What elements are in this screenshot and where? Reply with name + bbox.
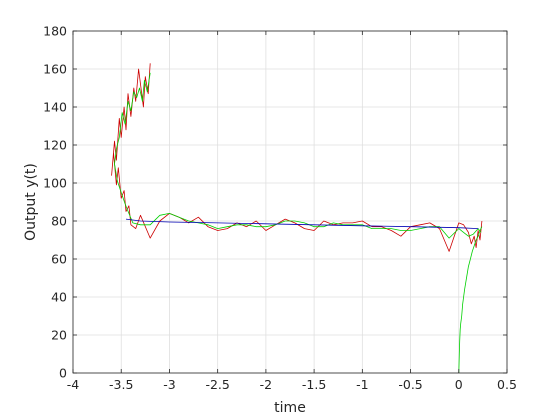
x-tick-label: 0 [455,377,463,392]
y-tick-label: 140 [43,100,67,115]
y-tick-label: 60 [51,252,67,267]
y-tick-label: 160 [43,62,67,77]
y-tick-label: 20 [51,328,67,343]
x-tick-label: 0.5 [497,377,517,392]
x-tick-label: -2 [260,377,272,392]
x-tick-label: -1.5 [302,377,326,392]
x-axis-label: time [274,400,306,416]
x-tick-label: -3 [163,377,175,392]
x-tick-label: -4 [67,377,80,392]
y-tick-label: 180 [43,24,67,39]
y-tick-labels: 0 20 40 60 80 100 120 140 160 180 [43,24,67,381]
plot-area [73,31,507,373]
x-tick-label: -1 [356,377,368,392]
x-tick-labels: -4 -3.5 -3 -2.5 -2 -1.5 -1 -0.5 0 0.5 [67,377,517,392]
y-tick-label: 80 [51,214,67,229]
x-tick-label: -2.5 [205,377,229,392]
y-axis-label: Output y(t) [23,163,39,241]
y-tick-label: 0 [59,366,67,381]
data-series [111,63,483,374]
y-tick-label: 120 [43,138,67,153]
series-line-4 [125,218,479,229]
tick-marks [72,30,508,374]
series-line-1 [111,63,483,252]
x-tick-label: -0.5 [398,377,422,392]
axes-box [72,30,508,374]
x-tick-label: -3.5 [109,377,133,392]
series-line-2 [114,72,482,239]
series-line-3 [458,226,483,374]
y-tick-label: 100 [43,176,67,191]
y-tick-label: 40 [51,290,67,305]
